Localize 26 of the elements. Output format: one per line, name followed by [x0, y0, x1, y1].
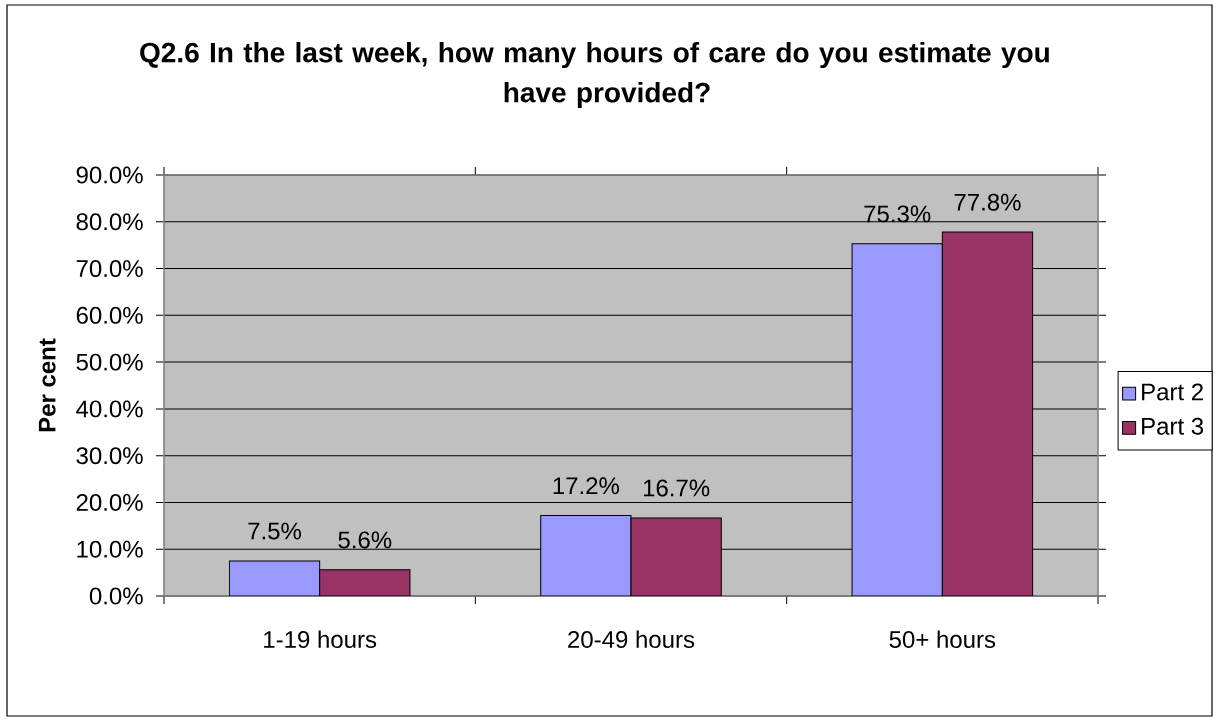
legend-label: Part 3	[1142, 417, 1204, 435]
x-tick-label: 50+ hours	[889, 630, 996, 649]
bar	[941, 231, 1034, 596]
data-label: 5.6%	[338, 531, 392, 549]
y-tick-label: 10.0%	[77, 540, 143, 558]
legend-label: Part 2	[1142, 383, 1203, 401]
chart-title: Q2.6 In the last week, how many hours of care do you estimate you have provided?	[140, 41, 1049, 109]
y-tick-label: 60.0%	[76, 306, 143, 324]
y-tick-label: 70.0%	[76, 260, 143, 278]
x-tick-label: 1-19 hours	[264, 630, 377, 649]
data-label: 75.3%	[864, 205, 931, 223]
data-label: 7.5%	[248, 522, 302, 540]
bar	[319, 569, 411, 596]
y-tick-label: 0.0%	[89, 587, 143, 605]
y-tick-label: 40.0%	[76, 400, 143, 418]
y-tick-label: 30.0%	[76, 447, 143, 465]
data-label: 17.2%	[553, 477, 620, 495]
y-tick-label: 20.0%	[76, 493, 143, 511]
bar	[630, 517, 722, 596]
y-tick-label: 90.0%	[76, 166, 143, 184]
y-tick-label: 80.0%	[76, 213, 143, 231]
y-tick-label: 50.0%	[76, 353, 143, 371]
x-tick-label: 20-49 hours	[568, 630, 695, 649]
data-label: 16.7%	[643, 479, 710, 497]
data-label: 77.8%	[954, 193, 1021, 211]
y-axis-title: Per cent	[38, 338, 56, 432]
